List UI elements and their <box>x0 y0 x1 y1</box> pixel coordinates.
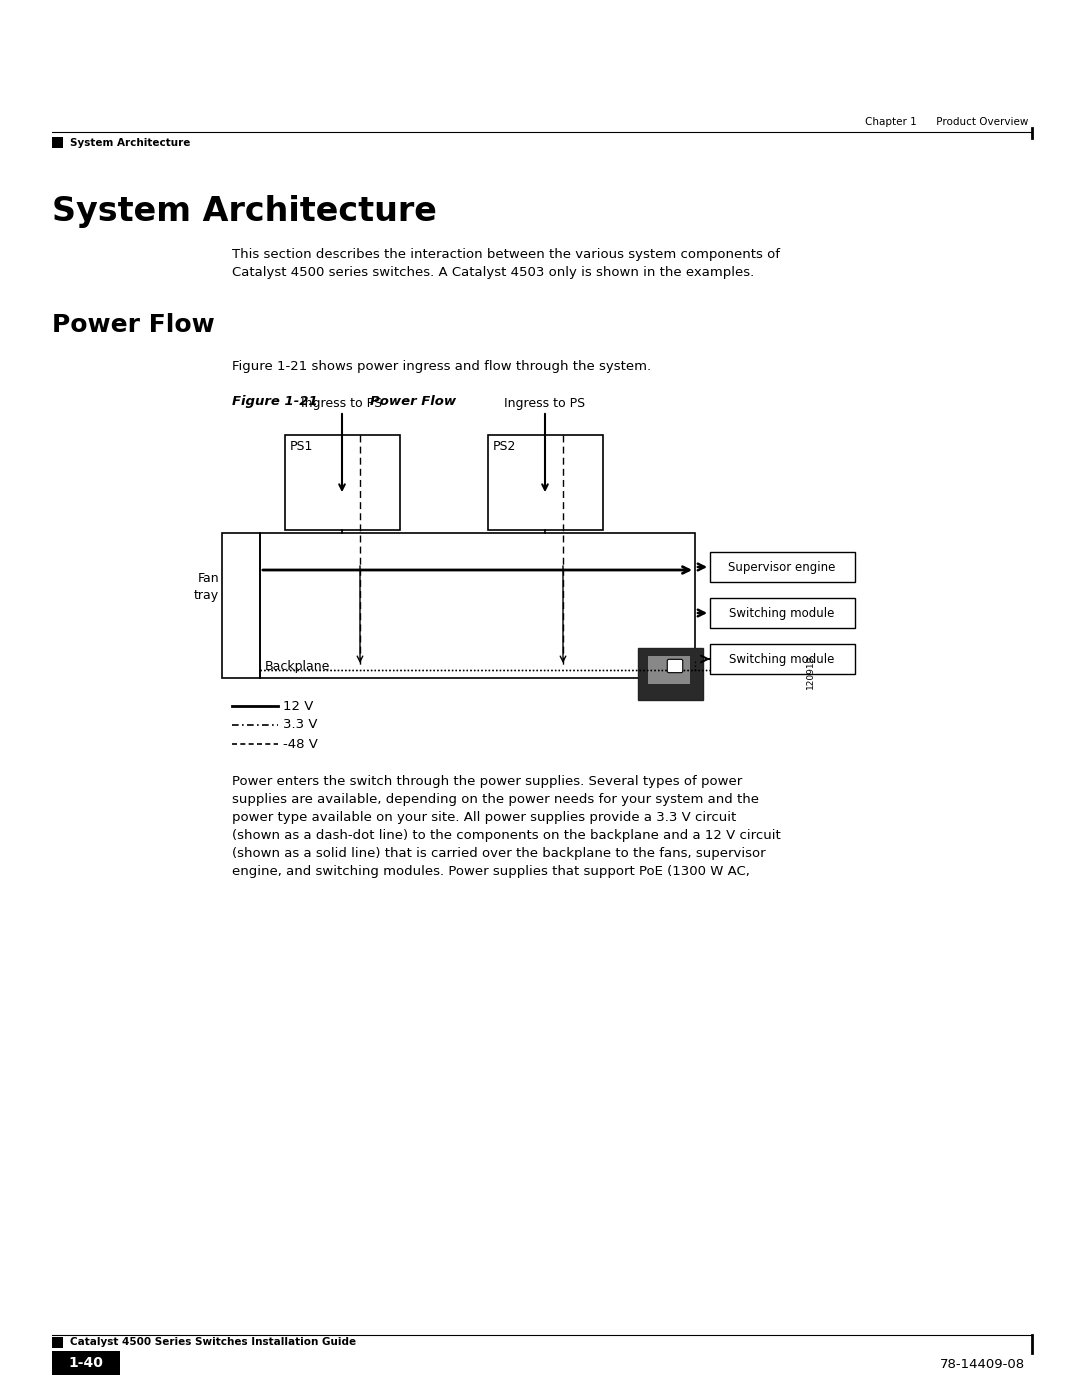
Text: Switching module: Switching module <box>729 606 835 619</box>
Text: Chapter 1      Product Overview: Chapter 1 Product Overview <box>865 117 1028 127</box>
Bar <box>648 657 690 685</box>
Text: engine, and switching modules. Power supplies that support PoE (1300 W AC,: engine, and switching modules. Power sup… <box>232 865 750 877</box>
Bar <box>710 598 855 629</box>
Text: Figure 1-21 shows power ingress and flow through the system.: Figure 1-21 shows power ingress and flow… <box>232 360 651 373</box>
Text: 120919: 120919 <box>806 655 814 689</box>
Text: Fan: Fan <box>198 571 219 584</box>
Bar <box>52 137 63 148</box>
Text: Power Flow: Power Flow <box>52 313 215 337</box>
Text: -48 V: -48 V <box>283 738 318 750</box>
Bar <box>52 1351 120 1375</box>
Bar <box>260 534 696 678</box>
Text: 12 V: 12 V <box>283 700 313 712</box>
Text: Backplane: Backplane <box>265 659 330 673</box>
Text: System Architecture: System Architecture <box>70 138 190 148</box>
Text: This section describes the interaction between the various system components of: This section describes the interaction b… <box>232 249 780 261</box>
Bar <box>638 648 703 700</box>
Bar <box>710 644 855 673</box>
Text: Power Flow: Power Flow <box>370 395 456 408</box>
Text: tray: tray <box>194 590 219 602</box>
Bar <box>710 552 855 583</box>
Text: PS2: PS2 <box>492 440 516 453</box>
Text: Catalyst 4500 series switches. A Catalyst 4503 only is shown in the examples.: Catalyst 4500 series switches. A Catalys… <box>232 265 754 279</box>
Text: IP: IP <box>669 661 681 671</box>
Text: power type available on your site. All power supplies provide a 3.3 V circuit: power type available on your site. All p… <box>232 812 737 824</box>
Text: 1-40: 1-40 <box>68 1356 104 1370</box>
Text: Switching module: Switching module <box>729 652 835 665</box>
Bar <box>222 534 260 678</box>
Bar <box>285 434 400 529</box>
Text: supplies are available, depending on the power needs for your system and the: supplies are available, depending on the… <box>232 793 759 806</box>
Text: Power enters the switch through the power supplies. Several types of power: Power enters the switch through the powe… <box>232 775 742 788</box>
Text: 3.3 V: 3.3 V <box>283 718 318 732</box>
Text: (shown as a dash-dot line) to the components on the backplane and a 12 V circuit: (shown as a dash-dot line) to the compon… <box>232 828 781 842</box>
Text: Supervisor engine: Supervisor engine <box>728 560 836 574</box>
Bar <box>488 434 603 529</box>
Text: 78-14409-08: 78-14409-08 <box>940 1358 1025 1372</box>
Text: Ingress to PS: Ingress to PS <box>301 397 382 409</box>
Text: Ingress to PS: Ingress to PS <box>504 397 585 409</box>
Text: PS1: PS1 <box>291 440 313 453</box>
Text: System Architecture: System Architecture <box>52 196 437 228</box>
Bar <box>52 1337 63 1348</box>
Text: Catalyst 4500 Series Switches Installation Guide: Catalyst 4500 Series Switches Installati… <box>70 1337 356 1347</box>
Text: (shown as a solid line) that is carried over the backplane to the fans, supervis: (shown as a solid line) that is carried … <box>232 847 766 861</box>
Text: Figure 1-21: Figure 1-21 <box>232 395 318 408</box>
